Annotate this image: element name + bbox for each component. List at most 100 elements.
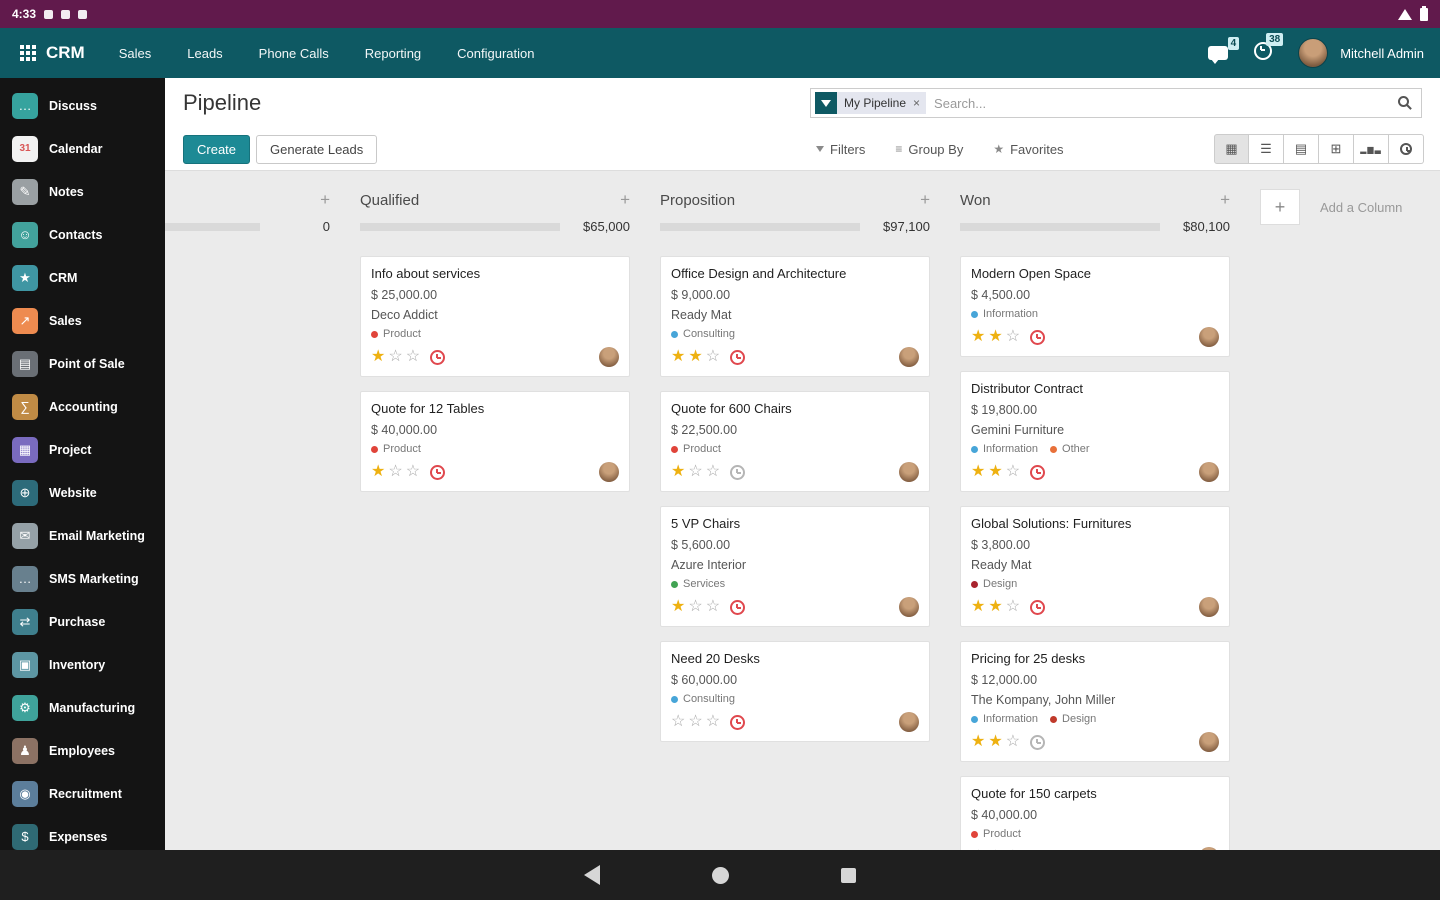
priority-star-icon[interactable]: ★: [988, 463, 1003, 480]
search-icon[interactable]: [1398, 95, 1409, 107]
column-progressbar[interactable]: [165, 222, 260, 231]
priority-star-icon[interactable]: ★: [971, 328, 986, 345]
sidebar-item-calendar[interactable]: 31 Calendar: [0, 127, 165, 170]
priority-star-icon[interactable]: ☆: [1005, 733, 1021, 750]
add-column-label[interactable]: Add a Column: [1320, 199, 1403, 215]
priority-star-icon[interactable]: ☆: [388, 463, 403, 480]
column-title[interactable]: Won: [960, 191, 991, 209]
group-by-menu[interactable]: ≡ Group By: [895, 142, 963, 157]
priority-star-icon[interactable]: ☆: [705, 598, 721, 615]
column-progressbar[interactable]: [360, 222, 560, 231]
activity-view-button[interactable]: [1389, 134, 1424, 164]
activity-clock-icon[interactable]: [430, 349, 446, 365]
priority-star-icon[interactable]: ★: [371, 463, 386, 480]
kanban-card[interactable]: Distributor Contract $ 19,800.00 Gemini …: [960, 371, 1230, 492]
sidebar-item-sales[interactable]: ↗ Sales: [0, 299, 165, 342]
kanban-card[interactable]: Office Design and Architecture $ 9,000.0…: [660, 256, 930, 377]
priority-star-icon[interactable]: ☆: [1005, 463, 1021, 480]
priority-star-icon[interactable]: ★: [988, 598, 1003, 615]
priority-star-icon[interactable]: ☆: [671, 713, 686, 730]
salesperson-avatar[interactable]: [1199, 462, 1219, 482]
sidebar-item-crm[interactable]: ★ CRM: [0, 256, 165, 299]
back-icon[interactable]: [584, 865, 600, 885]
user-avatar[interactable]: [1298, 38, 1329, 68]
priority-star-icon[interactable]: ★: [671, 598, 686, 615]
priority-star-icon[interactable]: ☆: [388, 348, 403, 365]
kanban-card[interactable]: Quote for 600 Chairs $ 22,500.00 Product…: [660, 391, 930, 492]
priority-star-icon[interactable]: ☆: [405, 348, 421, 365]
priority-star-icon[interactable]: ☆: [688, 713, 703, 730]
priority-star-icon[interactable]: ★: [671, 463, 686, 480]
sidebar-item-expenses[interactable]: $ Expenses: [0, 815, 165, 850]
priority-star-icon[interactable]: ☆: [705, 348, 721, 365]
priority-star-icon[interactable]: ★: [971, 463, 986, 480]
activity-clock-icon[interactable]: [430, 464, 446, 480]
sidebar-item-website[interactable]: ⊕ Website: [0, 471, 165, 514]
salesperson-avatar[interactable]: [599, 347, 619, 367]
add-record-icon[interactable]: +: [920, 190, 930, 209]
priority-star-icon[interactable]: ☆: [1006, 848, 1020, 851]
search-bar[interactable]: My Pipeline ×: [810, 88, 1422, 118]
favorites-menu[interactable]: ★ Favorites: [993, 142, 1063, 157]
priority-star-icon[interactable]: ☆: [688, 598, 703, 615]
menu-leads[interactable]: Leads: [187, 45, 223, 61]
kanban-card[interactable]: Info about services $ 25,000.00 Deco Add…: [360, 256, 630, 377]
activity-clock-icon[interactable]: [1030, 464, 1046, 480]
home-icon[interactable]: [712, 866, 729, 884]
add-record-icon[interactable]: +: [620, 190, 630, 209]
sidebar-item-contacts[interactable]: ☺ Contacts: [0, 213, 165, 256]
sidebar-item-employees[interactable]: ♟ Employees: [0, 729, 165, 772]
kanban-view-button[interactable]: ▦: [1214, 134, 1249, 164]
generate-leads-button[interactable]: Generate Leads: [256, 134, 378, 164]
user-name[interactable]: Mitchell Admin: [1340, 45, 1424, 61]
list-view-button[interactable]: ☰: [1249, 134, 1284, 164]
salesperson-avatar[interactable]: [899, 597, 919, 617]
priority-star-icon[interactable]: ★: [988, 328, 1003, 345]
activity-clock-icon[interactable]: [730, 599, 746, 615]
priority-star-icon[interactable]: ★: [971, 733, 986, 750]
priority-star-icon[interactable]: ★: [371, 348, 386, 365]
kanban-card[interactable]: Modern Open Space $ 4,500.00 Information…: [960, 256, 1230, 357]
priority-star-icon[interactable]: ☆: [705, 713, 721, 730]
activity-clock-icon[interactable]: [730, 714, 746, 730]
activity-clock-icon[interactable]: [730, 349, 746, 365]
calendar-view-button[interactable]: ▤: [1284, 134, 1319, 164]
pivot-view-button[interactable]: ⊞: [1319, 134, 1354, 164]
kanban-card[interactable]: 5 VP Chairs $ 5,600.00 Azure Interior Se…: [660, 506, 930, 627]
salesperson-avatar[interactable]: [1199, 327, 1219, 347]
priority-star-icon[interactable]: ☆: [705, 463, 721, 480]
current-app-label[interactable]: CRM: [46, 43, 85, 62]
sidebar-item-notes[interactable]: ✎ Notes: [0, 170, 165, 213]
menu-phone-calls[interactable]: Phone Calls: [258, 45, 329, 61]
priority-star-icon[interactable]: ☆: [988, 848, 1002, 851]
kanban-card[interactable]: Need 20 Desks $ 60,000.00 Consulting ☆ ☆ ☆: [660, 641, 930, 742]
salesperson-avatar[interactable]: [899, 712, 919, 732]
sidebar-item-sms-marketing[interactable]: … SMS Marketing: [0, 557, 165, 600]
activity-clock-icon[interactable]: [1030, 599, 1046, 615]
sidebar-item-point-of-sale[interactable]: ▤ Point of Sale: [0, 342, 165, 385]
create-button[interactable]: Create: [183, 134, 251, 164]
sidebar-item-manufacturing[interactable]: ⚙ Manufacturing: [0, 686, 165, 729]
priority-star-icon[interactable]: ★: [971, 598, 986, 615]
priority-star-icon[interactable]: ☆: [1005, 328, 1021, 345]
sidebar-item-purchase[interactable]: ⇄ Purchase: [0, 600, 165, 643]
priority-star-icon[interactable]: ★: [688, 348, 703, 365]
add-record-icon[interactable]: +: [1220, 190, 1230, 209]
messages-button[interactable]: 4: [1208, 37, 1240, 64]
sidebar-item-inventory[interactable]: ▣ Inventory: [0, 643, 165, 686]
apps-menu-icon[interactable]: [20, 45, 24, 49]
priority-star-icon[interactable]: ☆: [971, 848, 985, 851]
kanban-card[interactable]: Quote for 150 carpets $ 40,000.00 Produc…: [960, 776, 1230, 850]
priority-star-icon[interactable]: ☆: [1005, 598, 1021, 615]
graph-view-button[interactable]: ▂▆▃: [1354, 134, 1389, 164]
column-title[interactable]: Proposition: [660, 191, 736, 209]
activity-clock-icon[interactable]: [1030, 329, 1046, 345]
column-progressbar[interactable]: [660, 222, 860, 231]
add-record-icon[interactable]: +: [320, 190, 330, 209]
menu-sales[interactable]: Sales: [118, 45, 152, 61]
kanban-card[interactable]: Pricing for 25 desks $ 12,000.00 The Kom…: [960, 641, 1230, 762]
menu-configuration[interactable]: Configuration: [457, 45, 535, 61]
facet-remove-icon[interactable]: ×: [913, 92, 927, 114]
recents-icon[interactable]: [841, 867, 856, 883]
column-title[interactable]: Qualified: [360, 191, 420, 209]
